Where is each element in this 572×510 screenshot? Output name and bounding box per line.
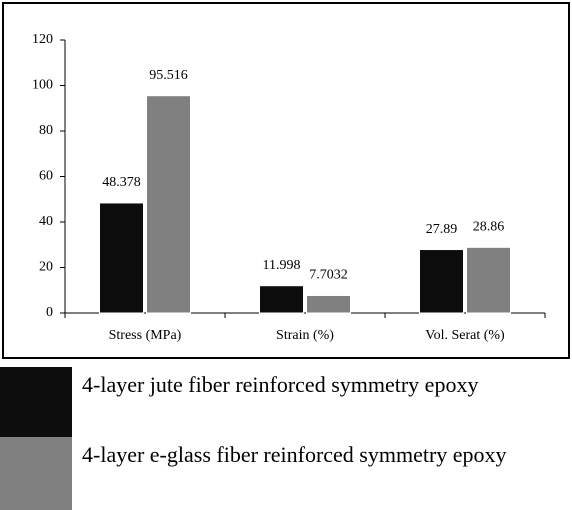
y-tick-label: 60 — [39, 169, 53, 184]
data-label: 27.89 — [426, 222, 458, 237]
bar — [466, 246, 511, 314]
y-tick-label: 0 — [46, 305, 53, 320]
bar — [259, 285, 304, 314]
legend-swatch — [0, 437, 72, 510]
y-tick-label: 100 — [32, 78, 53, 93]
y-tick-label: 40 — [39, 214, 53, 229]
data-label: 48.378 — [102, 175, 141, 190]
y-tick-label: 80 — [39, 123, 53, 138]
x-tick-label: Vol. Serat (%) — [425, 328, 505, 343]
x-tick-label: Strain (%) — [276, 328, 334, 343]
data-label: 7.7032 — [309, 268, 348, 283]
chart: 0 20 40 60 80 100 120 Stress (MPa) 48.378 95.516 S… — [2, 2, 570, 359]
data-label: 11.998 — [263, 258, 301, 273]
bar — [146, 95, 191, 314]
legend-label: 4-layer e-glass fiber reinforced symmetr… — [82, 442, 507, 467]
legend-label: 4-layer jute fiber reinforced symmetry e… — [82, 372, 479, 397]
data-label: 28.86 — [473, 220, 505, 235]
legend-item: 4-layer jute fiber reinforced symmetry e… — [0, 367, 572, 437]
legend-swatch — [0, 367, 72, 437]
data-label: 95.516 — [149, 68, 188, 83]
y-tick-label: 120 — [32, 32, 53, 47]
bar — [419, 249, 464, 314]
x-tick-label: Stress (MPa) — [109, 328, 182, 343]
bar — [306, 294, 351, 314]
y-tick-label: 20 — [39, 260, 53, 275]
bar — [99, 202, 144, 314]
chart-frame — [2, 2, 570, 359]
legend-item: 4-layer e-glass fiber reinforced symmetr… — [0, 437, 572, 510]
